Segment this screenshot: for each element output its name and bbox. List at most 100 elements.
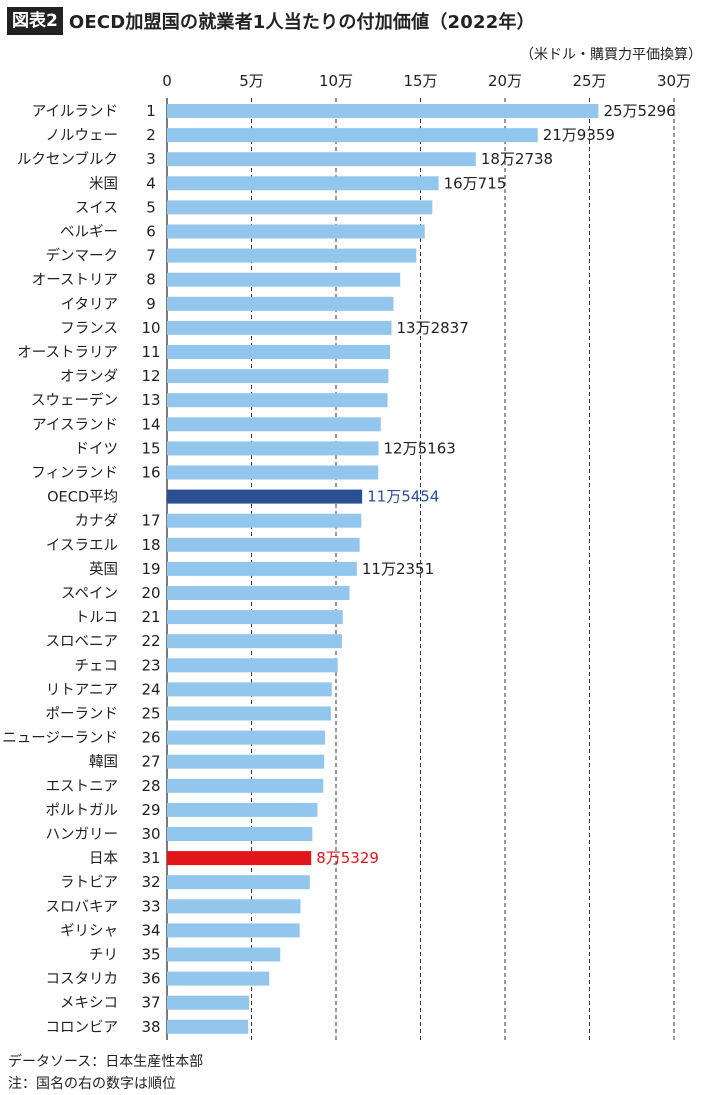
rank-label: 5 [146, 198, 156, 216]
rank-label: 9 [146, 295, 156, 313]
bar [167, 128, 538, 143]
category-label: スロバキア [46, 899, 119, 915]
rank-note: 注：国名の右の数字は順位 [8, 1076, 176, 1092]
x-tick-label: 15万 [403, 72, 437, 90]
bar [167, 610, 343, 625]
category-label: デンマーク [46, 247, 119, 265]
unit-label: （米ドル・購買力平価換算） [520, 47, 702, 63]
rank-label: 30 [141, 825, 160, 843]
bar [167, 417, 381, 432]
rank-label: 36 [141, 970, 160, 988]
bar [167, 441, 379, 456]
rank-label: 35 [141, 946, 160, 964]
rank-label: 31 [141, 849, 160, 867]
category-label: ニュージーランド [2, 731, 118, 747]
category-label: スペイン [61, 586, 118, 602]
bar [167, 634, 342, 649]
rank-label: 4 [146, 174, 156, 192]
category-label: リトアニア [46, 682, 118, 698]
rank-label: 29 [141, 801, 160, 819]
category-label: アイスランド [32, 417, 118, 433]
bar [167, 947, 281, 962]
bar [167, 489, 363, 504]
category-label: スウェーデン [31, 391, 118, 409]
bar [167, 875, 310, 890]
rank-label: 19 [141, 560, 160, 578]
data-label: 16万715 [444, 174, 507, 192]
category-label: フィンランド [31, 466, 118, 482]
x-tick-label: 30万 [657, 72, 691, 90]
bar [167, 513, 362, 528]
category-label: OECD平均 [47, 489, 118, 506]
data-label: 8万5329 [316, 849, 379, 867]
data-label: 12万5163 [384, 439, 456, 457]
category-label: スイス [75, 200, 118, 216]
bar [167, 658, 338, 673]
category-label: ポーランド [46, 706, 119, 723]
category-label: 米国 [89, 175, 118, 192]
bar [167, 561, 357, 576]
x-tick-label: 0 [162, 72, 172, 90]
bar [167, 586, 350, 600]
rank-label: 26 [141, 729, 160, 747]
category-label: ルクセンブルク [17, 150, 118, 168]
x-tick-label: 10万 [319, 72, 353, 90]
bar [167, 537, 360, 552]
bar [167, 802, 318, 817]
category-label: ノルウェー [46, 127, 119, 144]
x-tick-label: 5万 [239, 72, 264, 90]
bar [167, 827, 313, 841]
source-note: データソース：日本生産性本部 [8, 1054, 204, 1070]
bar [167, 923, 300, 938]
rank-label: 34 [141, 921, 160, 939]
rank-label: 3 [146, 150, 156, 168]
bar [167, 682, 332, 697]
rank-label: 21 [141, 608, 160, 626]
figure-badge: 図表2 [7, 7, 63, 35]
category-label: ドイツ [75, 441, 119, 457]
data-label: 18万2738 [481, 150, 553, 168]
rank-label: 13 [141, 391, 160, 409]
bar [167, 851, 312, 866]
bar [167, 1019, 249, 1034]
x-tick-label: 20万 [488, 72, 522, 90]
category-label: スロベニア [46, 634, 119, 650]
category-label: オーストリア [32, 273, 118, 289]
bar [167, 296, 394, 311]
bar [167, 754, 325, 769]
rank-label: 7 [146, 247, 156, 265]
category-label: エストニア [46, 779, 119, 795]
bar [167, 320, 392, 335]
bar [167, 393, 388, 408]
category-label: 韓国 [89, 754, 118, 771]
category-label: ラトビア [60, 874, 118, 891]
category-label: トルコ [75, 610, 118, 626]
rank-label: 37 [141, 994, 160, 1012]
rank-label: 8 [146, 271, 156, 289]
category-label: 日本 [89, 850, 118, 867]
chart-header: 図表2 OECD加盟国の就業者1人当たりの付加価値（2022年） [7, 6, 535, 36]
bar [167, 272, 401, 287]
category-label: カナダ [75, 513, 119, 530]
bar [167, 995, 249, 1010]
category-label: オランダ [60, 368, 118, 385]
category-label: イタリア [61, 296, 118, 313]
rank-label: 15 [141, 439, 160, 457]
bar [167, 248, 417, 263]
bar [167, 465, 379, 480]
category-label: ギリシャ [60, 922, 118, 939]
bar [167, 200, 433, 215]
rank-label: 14 [141, 415, 160, 433]
category-label: イスラエル [46, 538, 118, 554]
rank-label: 2 [146, 126, 156, 144]
category-label: フランス [60, 321, 118, 337]
category-label: コスタリカ [46, 971, 119, 988]
rank-label: 16 [141, 464, 160, 482]
data-label: 11万2351 [362, 560, 434, 578]
category-label: ハンガリー [46, 826, 119, 843]
category-label: オーストラリア [17, 345, 118, 361]
rank-label: 18 [141, 536, 160, 554]
bar [167, 778, 324, 793]
category-label: ベルギー [60, 224, 118, 241]
